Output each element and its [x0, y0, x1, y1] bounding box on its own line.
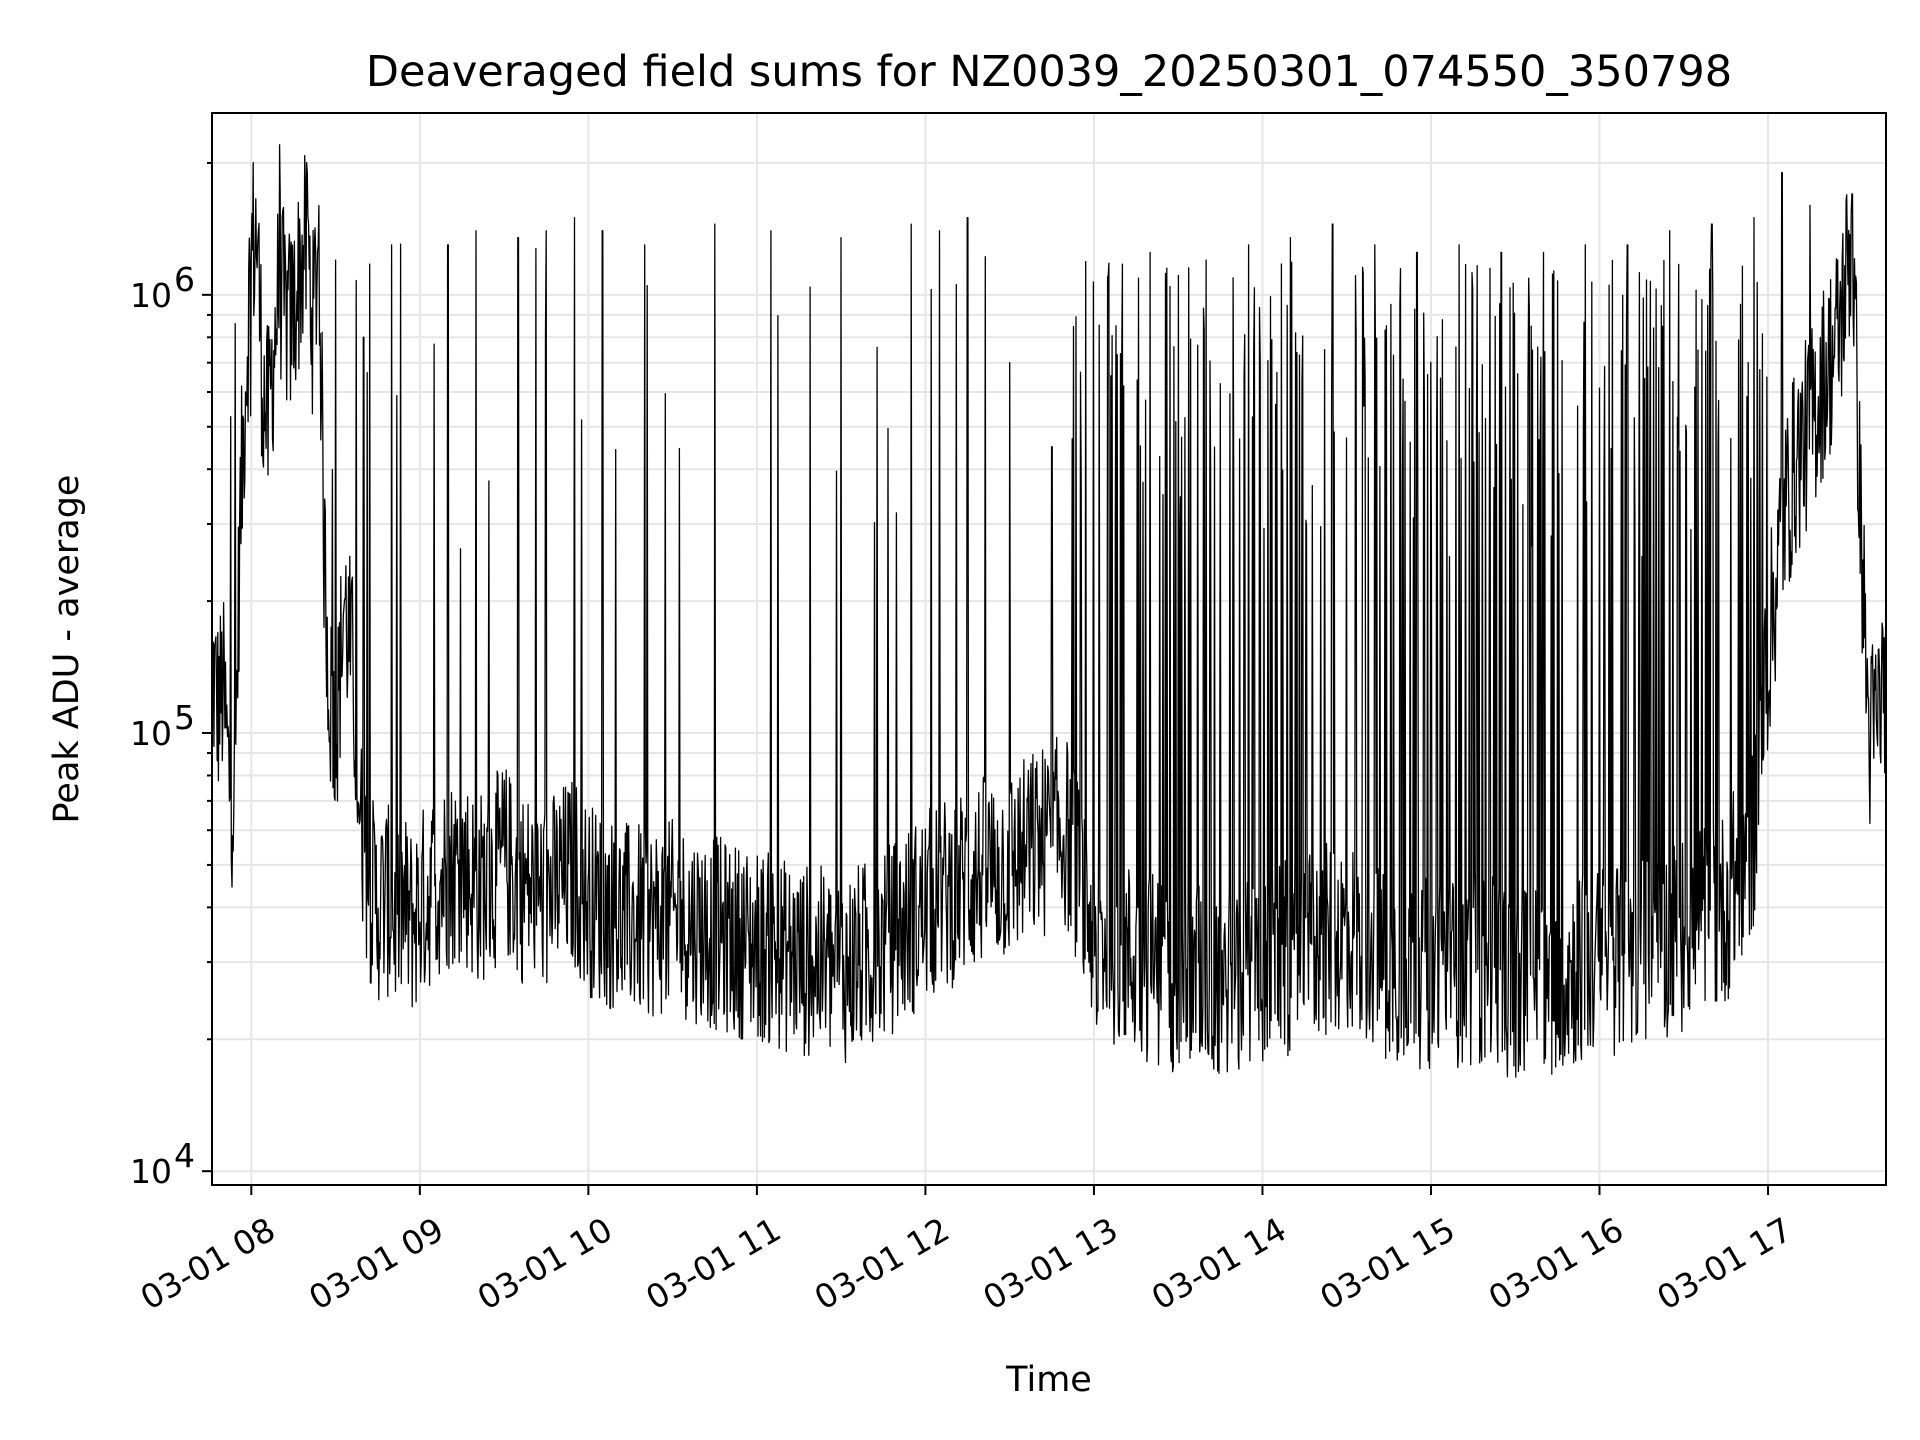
plot-frame [211, 112, 1887, 1186]
y-axis-label: Peak ADU - average [47, 475, 87, 824]
y-tick-exponent: 4 [174, 1136, 195, 1175]
y-tick-label: 10 [130, 714, 172, 753]
x-axis-label: Time [1005, 1360, 1092, 1400]
y-tick-exponent: 6 [174, 260, 195, 299]
y-tick-label: 10 [130, 276, 172, 315]
y-tick-label: 10 [130, 1152, 172, 1191]
series-line [211, 144, 1887, 1078]
chart-title: Deaveraged field sums for NZ0039_2025030… [366, 47, 1732, 97]
series-layer [211, 144, 1887, 1078]
y-tick-exponent: 5 [174, 698, 195, 737]
grid [212, 113, 1886, 1185]
